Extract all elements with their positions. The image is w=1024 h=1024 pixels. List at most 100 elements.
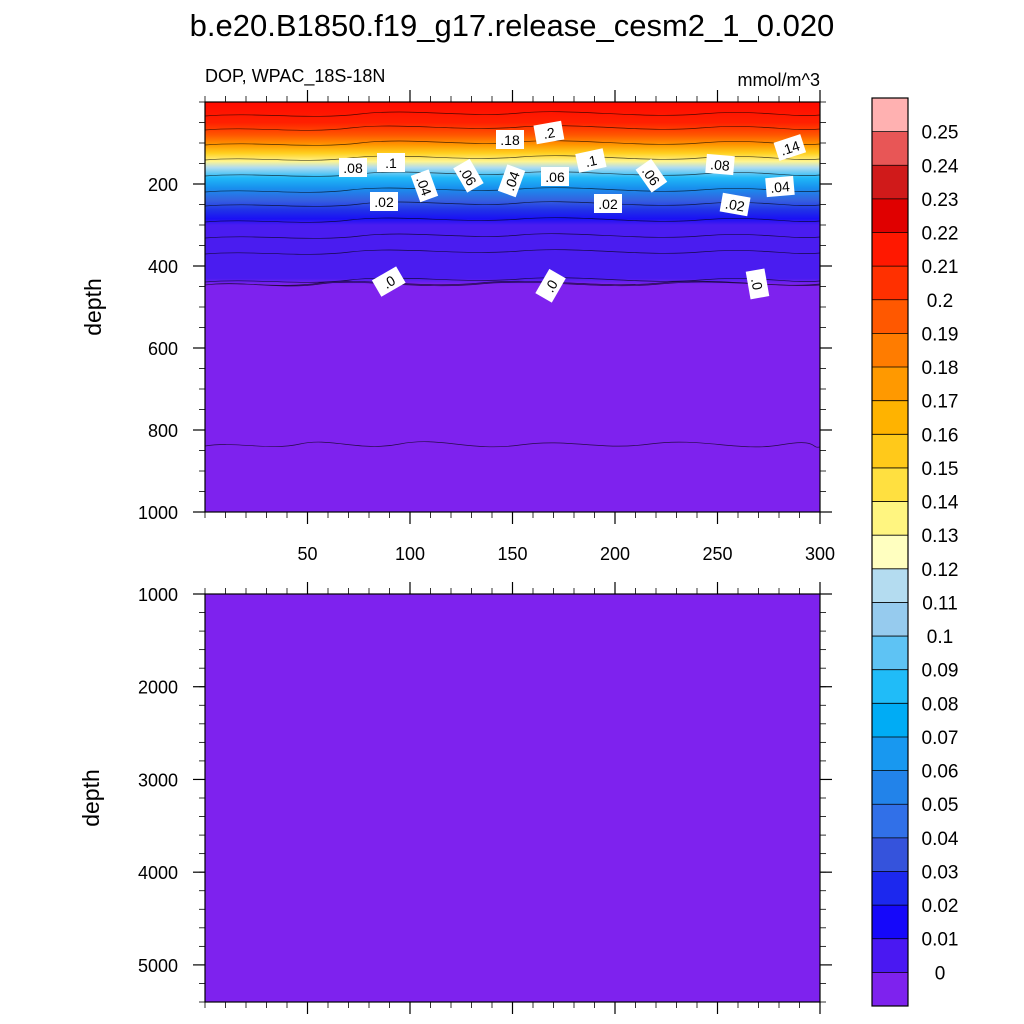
x-tick-label: 100 xyxy=(395,544,425,564)
colorbar-box xyxy=(872,165,908,200)
upper-y-ticks: 200 400 600 800 1000 xyxy=(138,101,832,523)
colorbar-box xyxy=(872,905,908,940)
contour-label-bg xyxy=(575,148,607,173)
contour-label: .1 xyxy=(575,148,607,173)
colorbar-tick-label: 0.11 xyxy=(922,593,958,614)
colorbar-box xyxy=(872,972,908,1007)
contour-label: .14 xyxy=(773,134,807,161)
colorbar-box xyxy=(872,333,908,368)
contour-label-text: .14 xyxy=(778,137,802,158)
x-tick-label: 200 xyxy=(600,544,630,564)
colorbar-box xyxy=(872,198,908,233)
colorbar-box xyxy=(872,669,908,704)
contour-label: .06 xyxy=(453,158,484,193)
contour-label: .18 xyxy=(496,130,524,149)
contour-label: .2 xyxy=(533,120,565,145)
contour-label-text: .06 xyxy=(545,169,565,185)
chart-title: b.e20.B1850.f19_g17.release_cesm2_1_0.02… xyxy=(190,8,835,43)
colorbar-box xyxy=(872,299,908,334)
contour-label-text: .1 xyxy=(385,155,397,171)
colorbar-tick-label: 0.13 xyxy=(922,526,959,547)
upper-x-ticks: 50 100 150 200 250 300 xyxy=(204,90,835,564)
contour-label-bg xyxy=(535,268,566,303)
colorbar-tick-label: 0.2 xyxy=(927,291,953,312)
colorbar-tick-label: 0.01 xyxy=(922,930,959,951)
contour-label-text: .02 xyxy=(374,194,394,210)
y-tick-label: 200 xyxy=(148,175,178,195)
contour-label: .08 xyxy=(705,153,735,176)
lower-y-ticks: 1000 2000 3000 4000 5000 xyxy=(138,585,832,1003)
colorbar-tick-label: 0.18 xyxy=(922,358,959,379)
colorbar-tick-label: 0.16 xyxy=(922,425,959,446)
colorbar-tick-label: 0.04 xyxy=(922,829,959,850)
colorbar-box xyxy=(872,400,908,435)
colorbar-box xyxy=(872,367,908,401)
colorbar-tick-label: 0.25 xyxy=(922,123,959,144)
upper-y-axis-label: depth xyxy=(80,278,106,336)
colorbar-box xyxy=(872,535,908,570)
contour-label-text: .02 xyxy=(598,196,618,212)
colorbar-box xyxy=(872,98,908,132)
contour-label: .0 xyxy=(535,268,566,303)
contour-label: .02 xyxy=(370,192,398,211)
colorbar-tick-label: 0.1 xyxy=(927,627,953,648)
colorbar-box xyxy=(872,568,908,603)
contour-label-bg xyxy=(377,153,405,172)
y-tick-label: 1000 xyxy=(138,503,178,523)
contour-label-text: .04 xyxy=(501,169,523,193)
colorbar-box xyxy=(872,703,908,738)
colorbar-frame xyxy=(871,97,909,1007)
y-tick-label: 800 xyxy=(148,421,178,441)
contour-label-text: .08 xyxy=(343,160,363,176)
lower-x-ticks xyxy=(204,582,821,1014)
contour-label-text: .08 xyxy=(710,156,731,174)
colorbar-box xyxy=(872,266,908,301)
colorbar-tick-label: 0.14 xyxy=(922,493,959,514)
colorbar-tick-label: 0.05 xyxy=(922,795,959,816)
colorbar-box xyxy=(872,804,908,839)
contour-label-text: .2 xyxy=(542,124,556,142)
lower-y-axis-label: depth xyxy=(78,769,104,827)
contour-label: .02 xyxy=(719,192,751,217)
y-tick-label: 3000 xyxy=(138,770,178,790)
contour-labels: .18.2.08.1.1.14.08.04.06.04.06.06.04.02.… xyxy=(339,120,807,303)
contour-label-bg xyxy=(533,120,565,145)
contour-label-bg xyxy=(773,134,807,161)
contour-label-text: .1 xyxy=(584,152,599,170)
colorbar-box xyxy=(872,636,908,671)
contour-label: .04 xyxy=(765,175,795,198)
contour-label: .1 xyxy=(377,153,405,172)
contour-label-bg xyxy=(719,192,751,217)
colorbar: 0.25 0.24 0.23 0.22 0.21 0.2 0.19 0.18 0.17 0.16 0… xyxy=(871,97,959,1007)
contour-label-bg xyxy=(497,164,526,198)
contour-label-bg xyxy=(370,192,398,211)
colorbar-tick-label: 0.02 xyxy=(922,896,959,917)
contour-label-text: .0 xyxy=(748,277,766,291)
colorbar-tick-label: 0.21 xyxy=(922,257,959,278)
colorbar-tick-label: 0.22 xyxy=(922,224,959,245)
y-tick-label: 400 xyxy=(148,257,178,277)
contour-label-text: .04 xyxy=(413,174,435,198)
contour-label: .0 xyxy=(745,268,770,300)
colorbar-tick-label: 0.06 xyxy=(922,762,959,783)
colorbar-box xyxy=(872,232,908,267)
y-tick-label: 1000 xyxy=(138,585,178,605)
x-tick-label: 50 xyxy=(297,544,317,564)
colorbar-tick-label: 0.12 xyxy=(922,560,959,581)
colorbar-box xyxy=(872,602,908,637)
colorbar-box xyxy=(872,467,908,502)
colorbar-tick-label: 0.23 xyxy=(922,190,959,211)
contour-label: .02 xyxy=(594,194,622,213)
colorbar-box xyxy=(872,131,908,166)
contour-label-text: .04 xyxy=(770,178,791,196)
colorbar-tick-label: 0 xyxy=(935,963,946,984)
contour-label-bg xyxy=(745,268,770,300)
colorbar-box xyxy=(872,770,908,805)
y-tick-label: 2000 xyxy=(138,678,178,698)
lower-field xyxy=(205,594,820,1002)
subtitle-right: mmol/m^3 xyxy=(738,70,820,90)
colorbar-tick-label: 0.17 xyxy=(922,392,959,413)
colorbar-box xyxy=(872,938,908,973)
contour-label-bg xyxy=(371,266,406,297)
y-tick-label: 4000 xyxy=(138,863,178,883)
